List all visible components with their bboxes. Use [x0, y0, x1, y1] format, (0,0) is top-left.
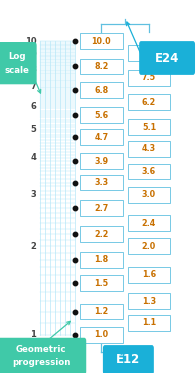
FancyBboxPatch shape — [128, 187, 170, 203]
FancyBboxPatch shape — [80, 200, 122, 216]
FancyBboxPatch shape — [80, 129, 122, 145]
Text: 1.2: 1.2 — [94, 307, 109, 316]
FancyBboxPatch shape — [80, 275, 122, 291]
FancyBboxPatch shape — [0, 42, 37, 84]
FancyBboxPatch shape — [128, 267, 170, 283]
Text: 9: 9 — [31, 50, 36, 59]
Text: 2.0: 2.0 — [142, 242, 156, 251]
FancyBboxPatch shape — [103, 345, 154, 373]
Text: 4: 4 — [30, 154, 36, 163]
Text: scale: scale — [5, 66, 30, 75]
FancyBboxPatch shape — [0, 338, 86, 373]
Text: 2.4: 2.4 — [142, 219, 156, 228]
FancyBboxPatch shape — [80, 59, 122, 74]
Text: 1.8: 1.8 — [94, 256, 109, 264]
FancyBboxPatch shape — [80, 153, 122, 169]
Text: 7.5: 7.5 — [142, 73, 156, 82]
Text: 1.6: 1.6 — [142, 270, 156, 279]
Text: 6.8: 6.8 — [94, 86, 109, 95]
Text: 5.1: 5.1 — [142, 122, 156, 132]
Text: 4.3: 4.3 — [142, 144, 156, 153]
Text: 2.2: 2.2 — [94, 230, 109, 239]
Text: 9.1: 9.1 — [142, 48, 156, 58]
Text: Log: Log — [8, 52, 26, 61]
Text: 1.0: 1.0 — [94, 330, 109, 339]
Text: 2.7: 2.7 — [94, 204, 109, 213]
FancyBboxPatch shape — [139, 41, 195, 75]
FancyBboxPatch shape — [80, 175, 122, 191]
Text: E12: E12 — [116, 353, 141, 366]
Text: 5: 5 — [30, 125, 36, 134]
Text: 8.2: 8.2 — [94, 62, 109, 71]
FancyBboxPatch shape — [80, 304, 122, 320]
Text: Geometric: Geometric — [16, 345, 66, 354]
FancyBboxPatch shape — [128, 70, 170, 86]
Text: 6.2: 6.2 — [142, 98, 156, 107]
FancyBboxPatch shape — [128, 119, 170, 135]
Text: 7: 7 — [31, 82, 36, 91]
FancyBboxPatch shape — [128, 238, 170, 254]
Text: 4.7: 4.7 — [94, 133, 109, 142]
FancyBboxPatch shape — [128, 163, 170, 179]
FancyBboxPatch shape — [128, 45, 170, 61]
FancyBboxPatch shape — [128, 141, 170, 157]
Text: 3.3: 3.3 — [94, 178, 109, 187]
Text: 3.0: 3.0 — [142, 190, 156, 199]
FancyBboxPatch shape — [80, 82, 122, 98]
Text: 3: 3 — [31, 190, 36, 199]
Text: progression: progression — [12, 358, 70, 367]
Text: 1.3: 1.3 — [142, 297, 156, 306]
FancyBboxPatch shape — [80, 107, 122, 123]
FancyBboxPatch shape — [80, 252, 122, 268]
Text: E24: E24 — [155, 51, 179, 65]
FancyBboxPatch shape — [80, 33, 122, 49]
Text: 1.5: 1.5 — [94, 279, 109, 288]
Text: 3.6: 3.6 — [142, 167, 156, 176]
FancyBboxPatch shape — [128, 315, 170, 330]
Text: 1.1: 1.1 — [142, 318, 156, 327]
FancyBboxPatch shape — [80, 226, 122, 242]
Text: 1: 1 — [30, 330, 36, 339]
FancyBboxPatch shape — [128, 215, 170, 231]
Text: 5.6: 5.6 — [94, 110, 109, 120]
FancyBboxPatch shape — [128, 94, 170, 110]
Text: 2: 2 — [30, 242, 36, 251]
FancyBboxPatch shape — [80, 327, 122, 343]
Text: 10.0: 10.0 — [92, 37, 111, 46]
Text: 6: 6 — [30, 102, 36, 111]
Text: 8: 8 — [31, 65, 36, 74]
FancyBboxPatch shape — [128, 294, 170, 309]
Text: 10: 10 — [25, 37, 36, 46]
Text: 3.9: 3.9 — [94, 157, 109, 166]
